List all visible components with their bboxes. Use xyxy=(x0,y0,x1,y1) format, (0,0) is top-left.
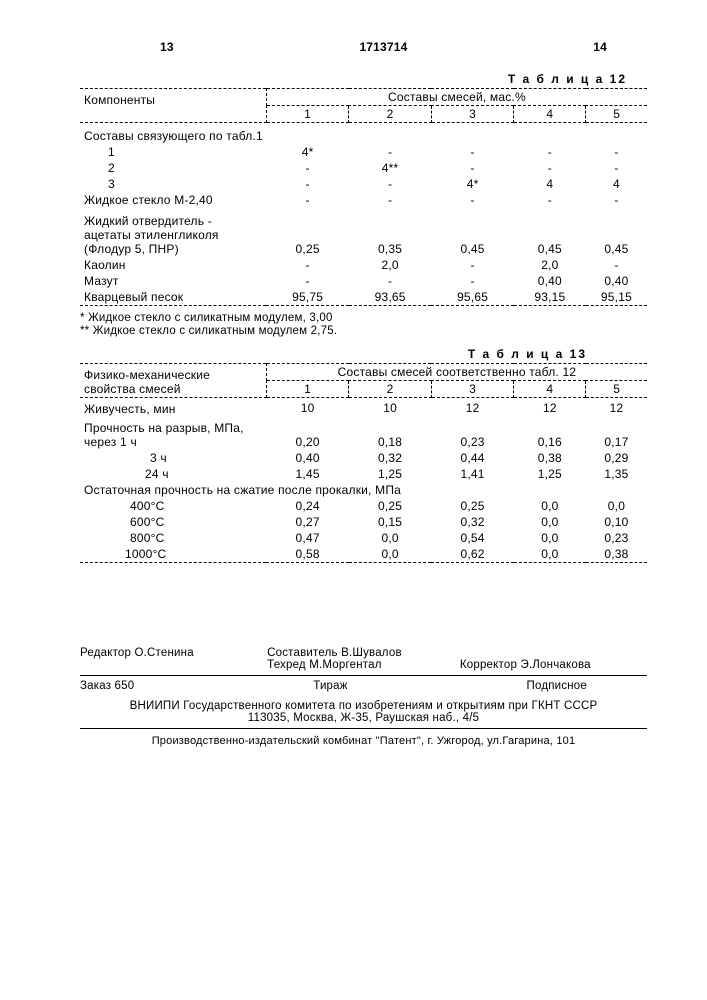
subscription: Подписное xyxy=(527,680,647,692)
org: ВНИИПИ Государственного комитета по изоб… xyxy=(80,700,647,712)
corrector: Корректор Э.Лончакова xyxy=(460,647,647,671)
t13-col: 2 xyxy=(349,381,431,398)
table12-footnotes: * Жидкое стекло с силикатным модулем, 3,… xyxy=(80,312,647,337)
table-row: 600°С0,270,150,320,00,10 xyxy=(80,514,647,530)
table-row: Каолин-2,0-2,0- xyxy=(80,257,647,273)
t12-head-right: Составы смесей, мас.% xyxy=(266,89,647,106)
table-row: 3 ч0,400,320,440,380,29 xyxy=(80,450,647,466)
table-row: Кварцевый песок95,7593,6595,6593,1595,15 xyxy=(80,289,647,306)
table13: Физико-механические свойства смесей Сост… xyxy=(80,363,647,563)
table-row: 2-4**--- xyxy=(80,160,647,176)
techred: Техред М.Моргентал xyxy=(267,659,382,671)
table-row: 400°С0,240,250,250,00,0 xyxy=(80,498,647,514)
t12-head-left: Компоненты xyxy=(80,89,266,123)
t12-col: 2 xyxy=(349,106,431,123)
t13-head-left: Физико-механические свойства смесей xyxy=(80,364,266,398)
footnote-2: ** Жидкое стекло с силикатным модулем 2,… xyxy=(80,325,647,337)
t13-head-right: Составы смесей соответственно табл. 12 xyxy=(266,364,647,381)
t12-col: 1 xyxy=(266,106,348,123)
table13-title: Т а б л и ц а 13 xyxy=(80,347,587,361)
table12: Компоненты Составы смесей, мас.% 1 2 3 4… xyxy=(80,88,647,306)
table-row: Жидкий отвердитель - ацетаты этиленглико… xyxy=(80,208,647,257)
doc-number: 1713714 xyxy=(359,40,407,54)
table-row: 1000°С0,580,00,620,00,38 xyxy=(80,546,647,563)
editor: Редактор О.Стенина xyxy=(80,647,267,671)
page-header: 13 1713714 14 xyxy=(80,40,647,54)
page-num-right: 14 xyxy=(593,40,607,54)
order: Заказ 650 xyxy=(80,680,134,692)
t13-col: 3 xyxy=(431,381,513,398)
table-row: Прочность на разрыв, МПа, через 1 ч0,200… xyxy=(80,417,647,450)
publication-block: Редактор О.Стенина Составитель В.Шувалов… xyxy=(80,643,647,747)
page-num-left: 13 xyxy=(160,40,174,54)
t13-col: 4 xyxy=(514,381,586,398)
table12-title: Т а б л и ц а 12 xyxy=(80,72,627,86)
t12-section: Составы связующего по табл.1 xyxy=(80,123,647,145)
footnote-1: * Жидкое стекло с силикатным модулем, 3,… xyxy=(80,312,647,324)
table-row: 24 ч1,451,251,411,251,35 xyxy=(80,466,647,482)
t13-col: 5 xyxy=(586,381,647,398)
table-row: Жидкое стекло М-2,40----- xyxy=(80,192,647,208)
t12-col: 4 xyxy=(514,106,586,123)
t12-col: 5 xyxy=(586,106,647,123)
t13-resid-head: Остаточная прочность на сжатие после про… xyxy=(80,482,647,498)
t13-col: 1 xyxy=(266,381,348,398)
printer: Производственно-издательский комбинат "П… xyxy=(80,729,647,747)
tirage: Тираж xyxy=(313,680,347,692)
table-row: Живучесть, мин1010121212 xyxy=(80,398,647,418)
addr: 113035, Москва, Ж-35, Раушская наб., 4/5 xyxy=(80,712,647,724)
compiler: Составитель В.Шувалов xyxy=(267,647,402,659)
table-row: 800°С0,470,00,540,00,23 xyxy=(80,530,647,546)
table-row: Мазут---0,400,40 xyxy=(80,273,647,289)
t12-col: 3 xyxy=(431,106,513,123)
table-row: 3--4*44 xyxy=(80,176,647,192)
table-row: 14*---- xyxy=(80,144,647,160)
